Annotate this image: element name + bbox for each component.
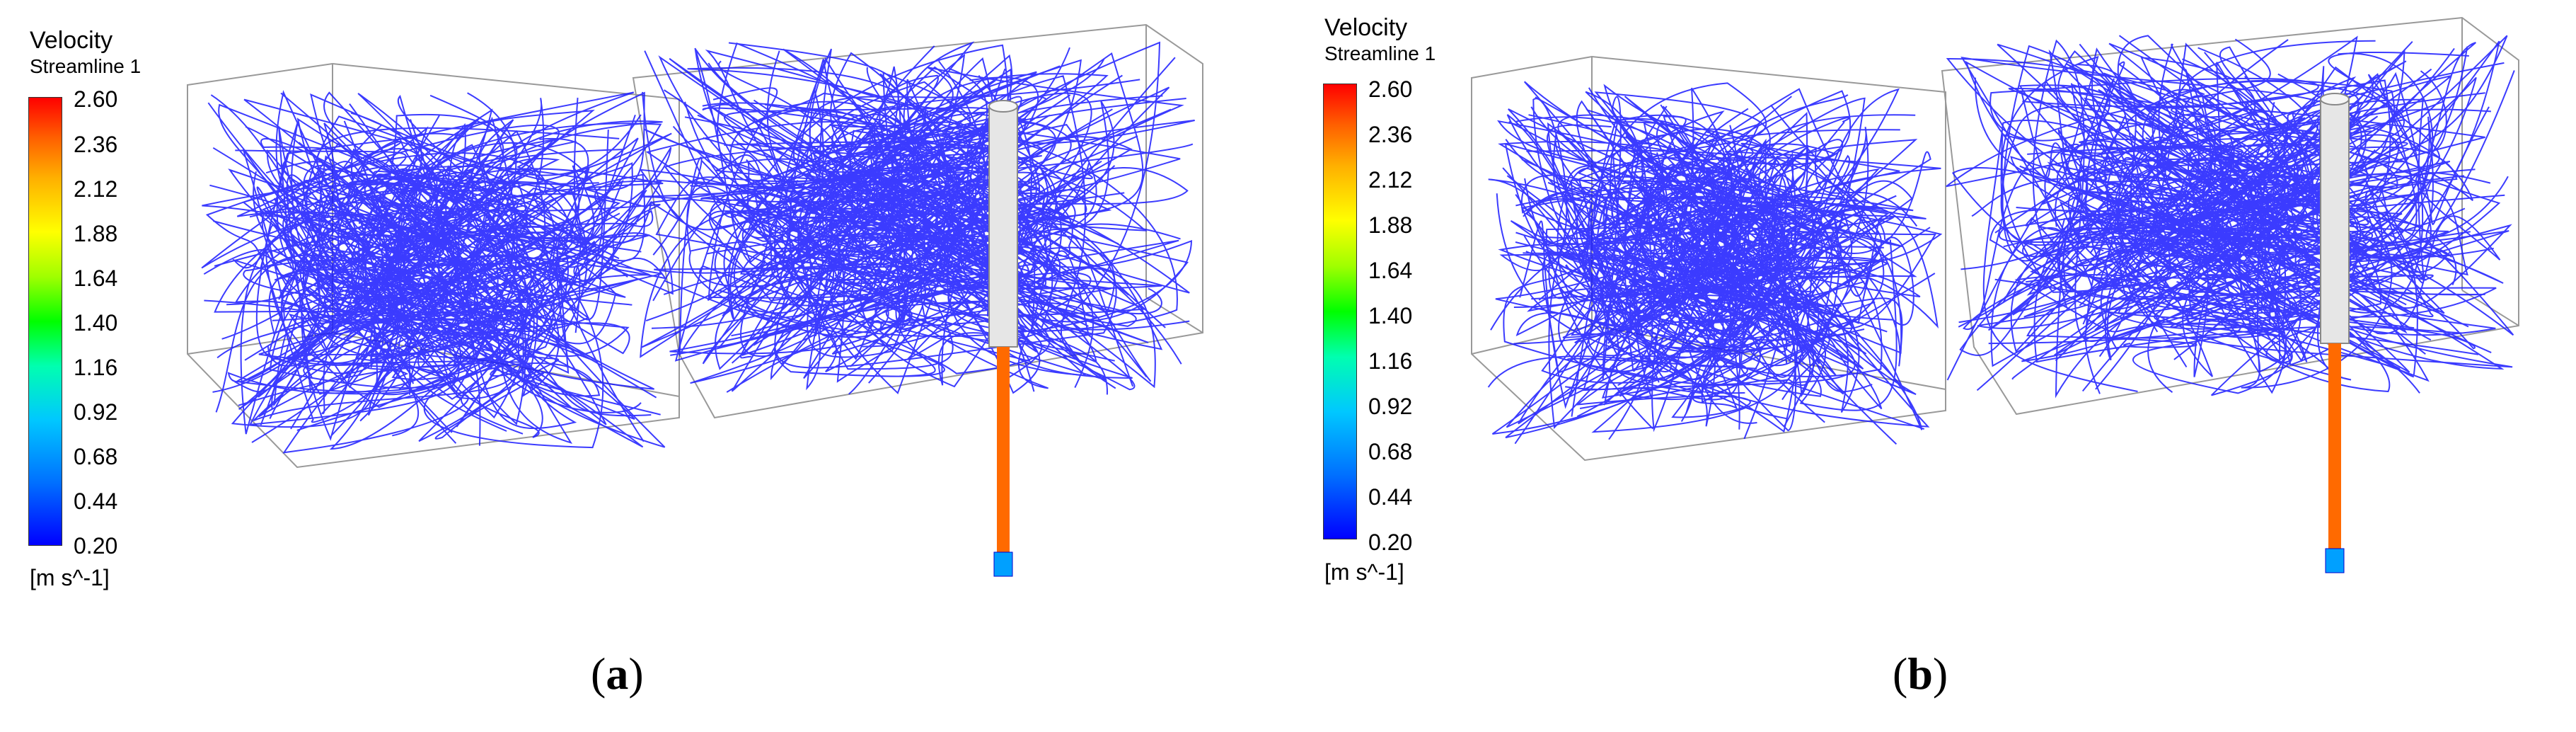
streamline [2078,35,2430,382]
streamline [708,163,1179,348]
unit-label: [m s^-1] [30,565,110,590]
streamline [2076,41,2413,311]
tick-label: 0.92 [74,399,118,425]
streamline [227,93,642,394]
streamline [234,103,630,358]
streamline [274,237,573,444]
legend-title: Velocity [1324,14,1408,41]
tick-label: 1.88 [1368,212,1413,238]
streamline [2069,143,2505,362]
tick-label: 0.20 [1368,530,1413,555]
streamline [663,73,1038,362]
pipe-cylinder [2320,93,2350,573]
streamline [642,91,1092,362]
streamline [1499,98,1866,324]
streamline-bundle-2 [1487,35,2515,445]
streamline-scene [187,23,1203,577]
tick-label: 0.44 [74,488,118,514]
subfigure-label-a: (a) [591,648,644,699]
streamline [278,142,667,306]
tick-label: 0.44 [1368,484,1413,510]
panel-a: Velocity Streamline 1 2.60 2.36 2.12 1.8… [28,23,1203,699]
streamline [2070,42,2476,290]
tick-label: 1.88 [74,221,118,246]
streamline [1977,102,2451,329]
legend-title: Velocity [30,27,113,54]
streamline [2040,96,2492,373]
streamline-scene [1471,16,2519,573]
streamline [1523,84,1883,323]
subfigure-label-b: (b) [1893,648,1948,699]
tick-label: 1.40 [1368,303,1413,328]
streamline [672,50,1137,327]
streamline [1976,76,2425,391]
colorbar [28,97,62,546]
streamline [640,66,1162,358]
streamline [1989,45,2469,262]
streamline [1679,151,1931,391]
streamline [1521,125,1914,384]
domain-box-outline [1471,16,2519,462]
streamline [1557,114,1890,397]
tick-label: 2.12 [1368,167,1413,193]
streamline [1487,108,1918,388]
panel-b: Velocity Streamline 1 2.60 2.36 2.12 1.8… [1288,0,2576,732]
streamline [652,67,1181,302]
streamline [2023,85,2513,368]
tick-label: 2.12 [74,176,118,202]
streamline [1562,131,1859,387]
streamline [753,45,1021,347]
tick-label: 0.92 [1368,394,1413,419]
tick-label: 0.68 [1368,439,1413,464]
tick-label: 1.16 [1368,348,1413,374]
streamline [733,95,1163,360]
tick-label: 2.36 [1368,122,1413,147]
streamline [774,47,1149,369]
streamline [1510,155,1930,428]
tick-label: 1.64 [1368,258,1413,283]
tick-label: 0.68 [74,444,118,469]
streamline [1504,122,1830,409]
streamline [2026,42,2268,348]
tick-label: 2.60 [74,86,118,112]
streamline [655,135,1075,283]
streamline [715,147,1166,328]
streamline [1520,111,1808,355]
tick-label: 2.36 [74,132,118,157]
streamline [2104,142,2457,361]
streamline [640,60,1115,362]
streamline [2085,52,2434,280]
unit-label: [m s^-1] [1324,559,1404,585]
legend-subtitle: Streamline 1 [30,55,141,77]
streamline [2033,39,2381,343]
streamline [343,167,674,416]
streamline [873,132,1178,332]
tick-label: 2.60 [1368,76,1413,102]
streamline [714,198,1193,350]
streamline [1525,198,1748,430]
tick-label: 1.64 [74,265,118,291]
streamline [209,167,635,421]
streamline [766,50,1053,395]
streamline [240,92,517,435]
streamline [1946,56,2222,392]
colorbar [1323,84,1357,539]
streamline [1506,118,1820,432]
legend-subtitle: Streamline 1 [1324,42,1436,64]
streamline [269,176,559,440]
tick-label: 0.20 [74,533,118,559]
tick-label: 1.40 [74,310,118,336]
streamline [352,137,644,448]
streamline [1994,75,2452,389]
streamline-bundle-1 [201,41,1195,454]
streamline [226,159,534,333]
pipe-cylinder [988,100,1018,577]
streamline [686,89,887,391]
tick-label: 1.16 [74,355,118,380]
